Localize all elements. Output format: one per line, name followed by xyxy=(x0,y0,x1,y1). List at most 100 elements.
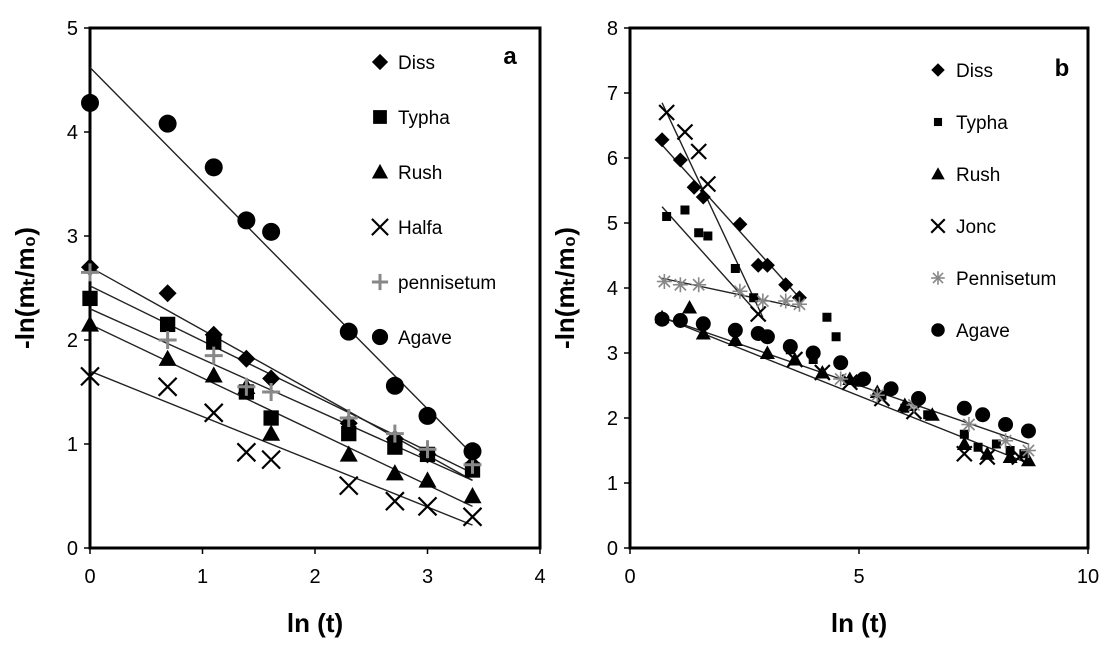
chart0-series-4-point xyxy=(237,377,256,396)
chart1-series-5-point xyxy=(975,407,991,423)
chart0-series-5-point xyxy=(81,93,99,112)
chart1-series-0-point xyxy=(750,257,766,273)
chart1-series-4-point-stroke xyxy=(962,418,976,431)
chart1-series-0-point xyxy=(686,179,702,195)
chart1-series-3-point-stroke xyxy=(1011,448,1028,466)
chart1-legend-label-5: Agave xyxy=(956,321,1010,342)
chart0-fit-line-1 xyxy=(89,308,473,482)
chart0-legend-marker-0 xyxy=(371,53,389,71)
chart1-series-0-point xyxy=(732,216,748,232)
chart1-series-4-point-stroke xyxy=(692,278,705,291)
chart0-series-3-point-stroke xyxy=(157,377,178,397)
chart0-y-axis-label: -ln(mₜ/m₀) xyxy=(10,227,40,349)
chart0-series-3-point-stroke xyxy=(462,507,483,527)
chart1-legend-marker-4-stroke xyxy=(932,272,944,284)
chart0-series-1-point xyxy=(341,425,357,442)
chart1-series-3-point-stroke xyxy=(956,445,973,463)
chart1-series-3-point xyxy=(978,448,996,466)
chart1-series-4-point xyxy=(869,387,885,403)
chart1-series-5-point xyxy=(998,417,1014,432)
chart0-panel-label: a xyxy=(503,43,517,70)
chart1-series-0-point xyxy=(654,132,670,148)
chart0-series-1-point xyxy=(263,410,279,426)
chart1-series-3-point-stroke xyxy=(814,364,831,381)
chart1-series-4-point-stroke xyxy=(793,298,806,311)
chart1-legend-marker-2 xyxy=(931,167,945,180)
chart1-series-1-point xyxy=(662,212,672,221)
chart1-legend-marker-3-stroke xyxy=(930,218,946,234)
chart0-legend-marker-4 xyxy=(371,273,389,291)
chart1-legend-marker-0 xyxy=(931,63,945,77)
chart1-series-4-point-stroke xyxy=(871,389,884,402)
chart0-xtick-label: 3 xyxy=(422,566,433,588)
chart1-series-2-point xyxy=(682,300,698,314)
chart1-legend-marker-4 xyxy=(931,271,945,285)
chart0-series-5-point xyxy=(262,222,281,241)
chart0-series-2-point xyxy=(463,487,482,504)
chart0-series-5-point xyxy=(385,376,404,395)
chart0-series-1-point xyxy=(82,290,98,307)
chart0-series-4-point xyxy=(385,424,404,443)
chart0-series-2-point xyxy=(204,366,223,383)
chart0-series-4-point xyxy=(204,346,223,365)
chart0-series-2-point xyxy=(385,464,404,481)
chart0-ytick-label: 5 xyxy=(67,18,78,40)
chart0-series-3-point xyxy=(385,491,405,511)
chart1-series-2-point xyxy=(924,407,940,421)
chart1-series-1-point xyxy=(703,231,713,241)
chart0-xtick-label: 0 xyxy=(84,566,95,588)
chart0-ytick-label: 4 xyxy=(67,122,78,144)
chart0-series-5-point xyxy=(158,114,177,133)
chart1-x-axis-label: ln (t) xyxy=(831,608,887,638)
chart0-series-0-point xyxy=(262,369,281,388)
chart1-series-1-point xyxy=(923,410,933,420)
chart1-series-3-point-stroke xyxy=(978,448,996,466)
chart0-series-5-point xyxy=(418,406,437,425)
chart1-fit-line-0 xyxy=(661,144,800,299)
chart1-legend-label-0: Diss xyxy=(956,61,993,82)
chart1-series-0-point xyxy=(759,257,775,273)
chart0-series-4-point xyxy=(81,263,99,282)
chart1-ytick-label: 4 xyxy=(607,278,618,300)
chart1-series-5-point xyxy=(759,329,775,345)
chart0-series-3-point xyxy=(157,377,178,397)
chart0-ytick-label: 3 xyxy=(67,226,78,248)
chart0-series-2-point xyxy=(262,424,281,441)
chart1-series-3-point xyxy=(658,104,675,121)
chart1-series-3-point-stroke xyxy=(676,123,694,141)
chart1-series-2-point xyxy=(759,345,775,359)
chart1-ytick-label: 5 xyxy=(607,213,618,235)
chart1-series-5-point xyxy=(805,345,821,361)
chart0-series-2-point xyxy=(339,445,358,462)
chart0-legend-marker-5 xyxy=(371,328,389,346)
chart0-series-5-point xyxy=(237,211,256,230)
chart1-legend-marker-1 xyxy=(933,117,943,127)
chart1-series-2-point xyxy=(979,446,995,460)
chart1-series-3-point-stroke xyxy=(749,305,767,323)
chart1-series-1-point xyxy=(680,205,690,215)
chart0-ytick-label: 2 xyxy=(67,330,78,352)
chart1-series-3-point xyxy=(1011,448,1028,466)
chart0-legend-marker-3-stroke xyxy=(371,218,389,236)
chart1-series-2-point xyxy=(1002,449,1018,463)
chart1-series-3-point-stroke xyxy=(690,143,707,160)
chart1-series-4-point-stroke xyxy=(674,278,687,291)
chart0-legend-label-3: Halfa xyxy=(398,218,443,239)
chart0-series-2-point xyxy=(158,349,177,366)
chart1-legend-marker-5 xyxy=(931,323,945,337)
chart1-series-3-point xyxy=(814,364,831,381)
chart1-series-3-point xyxy=(786,351,804,368)
chart1-series-3-point xyxy=(841,373,859,391)
chart0-fit-line-2 xyxy=(89,323,473,508)
chart1-ytick-label: 2 xyxy=(607,408,618,430)
chart1-legend-label-1: Typha xyxy=(956,113,1008,134)
chart0-series-3-point xyxy=(417,496,438,517)
chart1-series-5-point xyxy=(856,371,872,387)
chart1-series-3-point-stroke xyxy=(658,104,675,121)
chart1-series-3-point xyxy=(749,305,767,323)
chart1-series-1-point xyxy=(959,429,969,439)
chart0-series-3-point xyxy=(203,403,224,423)
chart0-series-3-point-stroke xyxy=(417,496,438,517)
chart1-series-2-point xyxy=(842,371,858,385)
chart0-xtick-label: 1 xyxy=(197,566,208,588)
